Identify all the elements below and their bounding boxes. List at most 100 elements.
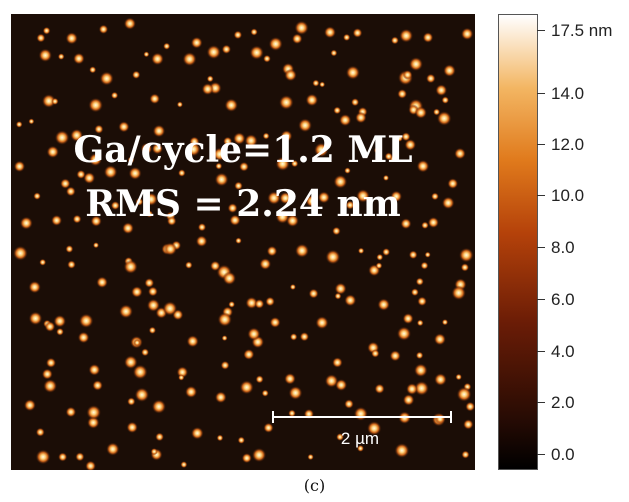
quantum-dot — [267, 191, 281, 205]
quantum-dot — [324, 26, 336, 39]
quantum-dot — [249, 45, 264, 60]
quantum-dot — [178, 169, 186, 177]
quantum-dot — [70, 128, 84, 142]
quantum-dot — [163, 42, 171, 50]
quantum-dot — [434, 413, 446, 425]
quantum-dot — [166, 216, 177, 226]
quantum-dot — [123, 17, 136, 30]
quantum-dot — [268, 36, 283, 51]
quantum-dot — [201, 83, 214, 96]
quantum-dot — [176, 101, 183, 108]
quantum-dot — [146, 298, 160, 312]
quantum-dot — [344, 294, 357, 307]
quantum-dot — [400, 218, 412, 230]
quantum-dot — [254, 299, 265, 309]
quantum-dot — [330, 49, 338, 57]
quantum-dot — [375, 262, 383, 270]
quantum-dot — [28, 118, 35, 125]
colorbar-tick-10: 10.0 — [551, 186, 585, 205]
quantum-dot — [284, 68, 297, 82]
quantum-dot — [144, 192, 158, 206]
quantum-dot — [399, 28, 414, 43]
quantum-dot — [86, 405, 101, 420]
quantum-dot — [92, 242, 100, 249]
colorbar-tick-12: 12.0 — [551, 135, 585, 154]
quantum-dot — [279, 192, 292, 205]
quantum-dot — [228, 301, 236, 308]
quantum-dot — [126, 421, 138, 434]
quantum-dot — [406, 383, 418, 395]
height-colorbar — [498, 14, 538, 470]
quantum-dot — [180, 461, 188, 469]
quantum-dot — [51, 214, 63, 226]
quantum-dot — [416, 319, 424, 327]
quantum-dot — [133, 339, 141, 347]
scale-bar — [272, 411, 452, 423]
quantum-dot — [352, 28, 363, 38]
quantum-dot — [275, 209, 290, 224]
quantum-dot — [87, 416, 100, 429]
quantum-dot — [99, 71, 114, 86]
quantum-dot — [58, 452, 68, 462]
quantum-dot — [426, 73, 436, 84]
quantum-dot — [96, 276, 108, 289]
colorbar-tick-mark — [537, 93, 545, 94]
quantum-dot — [131, 286, 143, 298]
quantum-dot — [134, 387, 150, 402]
quantum-dot — [382, 174, 390, 181]
quantum-dot — [389, 350, 401, 362]
quantum-dot — [431, 192, 439, 201]
quantum-dot — [13, 160, 26, 173]
quantum-dot — [345, 200, 355, 210]
quantum-dot — [118, 121, 130, 133]
quantum-dot — [414, 106, 427, 119]
quantum-dot — [45, 357, 57, 368]
quantum-dot — [463, 419, 474, 430]
quantum-dot — [377, 298, 390, 311]
quantum-dot — [217, 312, 232, 327]
colorbar-tick-mark — [537, 247, 545, 248]
quantum-dot — [77, 331, 90, 344]
colorbar-tick-mark — [537, 402, 545, 403]
quantum-dot — [373, 146, 382, 155]
quantum-dot — [245, 296, 258, 309]
quantum-dot — [441, 96, 450, 104]
quantum-dot — [141, 348, 150, 357]
quantum-dot — [155, 432, 165, 442]
quantum-dot — [396, 326, 412, 341]
quantum-dot — [98, 24, 109, 34]
quantum-dot — [150, 448, 158, 456]
quantum-dot — [397, 89, 408, 99]
quantum-dot — [186, 142, 201, 157]
quantum-dot — [206, 75, 214, 83]
quantum-dot — [356, 189, 370, 203]
quantum-dot — [65, 245, 74, 253]
quantum-dot — [33, 192, 41, 200]
quantum-dot — [65, 186, 76, 197]
quantum-dot — [250, 28, 258, 36]
quantum-dot — [394, 443, 410, 458]
colorbar-tick-mark — [537, 195, 545, 196]
quantum-dot — [36, 33, 46, 43]
quantum-dot — [221, 44, 232, 54]
quantum-dot — [53, 314, 67, 328]
quantum-dot — [443, 64, 456, 77]
quantum-dot — [325, 249, 341, 265]
quantum-dot — [433, 108, 441, 116]
quantum-dot — [289, 283, 296, 291]
quantum-dot — [255, 375, 264, 384]
quantum-dot — [178, 374, 185, 381]
quantum-dot — [460, 263, 470, 272]
quantum-dot — [132, 70, 141, 79]
quantum-dot — [404, 139, 417, 151]
quantum-dot — [191, 426, 204, 440]
quantum-dot — [351, 98, 360, 107]
quantum-dot — [415, 277, 424, 286]
quantum-dot — [185, 385, 198, 398]
quantum-dot — [94, 124, 104, 134]
quantum-dot — [459, 247, 474, 263]
quantum-dot — [162, 301, 178, 316]
quantum-dot — [56, 327, 64, 336]
quantum-dot — [237, 436, 245, 444]
colorbar-tick-2: 2.0 — [551, 393, 575, 412]
